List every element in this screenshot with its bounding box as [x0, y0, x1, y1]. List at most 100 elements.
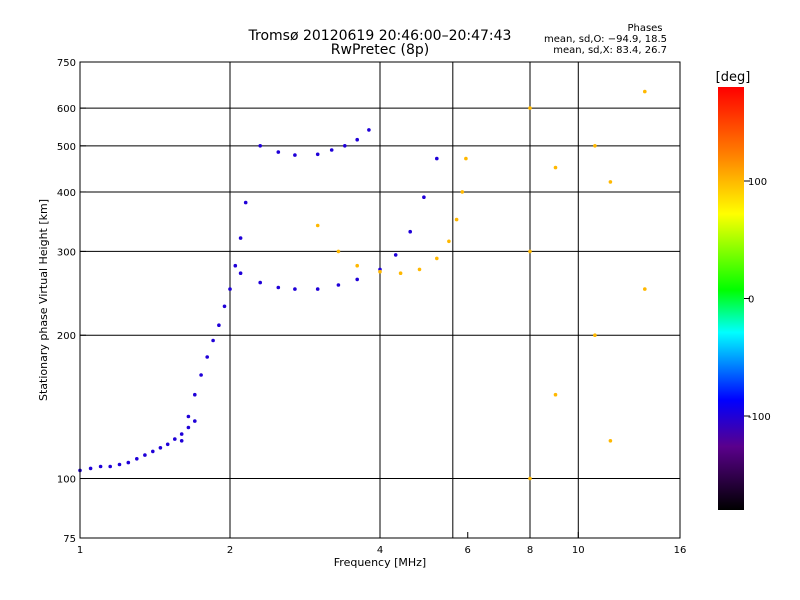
- x-axis-label: Frequency [MHz]: [334, 556, 426, 569]
- data-point: [199, 373, 203, 377]
- data-point: [336, 283, 341, 287]
- data-point: [193, 392, 197, 397]
- data-point: [258, 280, 263, 285]
- data-point: [315, 287, 320, 291]
- data-point: [643, 89, 647, 94]
- y-axis-label: Stationary phase Virtual Height [km]: [37, 199, 50, 401]
- data-point: [276, 285, 281, 290]
- data-point: [417, 267, 422, 272]
- data-point: [238, 271, 243, 276]
- data-point: [355, 263, 360, 268]
- y-ticks: 75 100 200 300 400 500 600 750: [57, 58, 86, 545]
- data-point: [435, 256, 439, 261]
- colorbar: [718, 87, 744, 510]
- data-point: [553, 392, 558, 397]
- data-point: [238, 236, 243, 240]
- y-tick-label: 500: [57, 142, 76, 153]
- data-point: [367, 128, 371, 132]
- data-point: [447, 239, 451, 244]
- data-point: [593, 144, 597, 148]
- data-point: [179, 432, 184, 436]
- stats-heading: Phases: [627, 23, 662, 34]
- data-point: [158, 446, 163, 450]
- data-point: [211, 338, 215, 343]
- data-point: [454, 217, 459, 222]
- y-tick-label: 600: [57, 104, 76, 115]
- data-point: [98, 464, 103, 469]
- scatter-points: [78, 89, 647, 481]
- data-point: [88, 466, 93, 471]
- chart-title-line1: Tromsø 20120619 20:46:00–20:47:43: [248, 28, 512, 44]
- data-point: [276, 150, 281, 154]
- data-point: [343, 144, 347, 148]
- colorbar-ticks: 100 0 -100: [744, 177, 771, 423]
- data-point: [355, 137, 360, 142]
- x-tick-label: 16: [674, 545, 687, 556]
- x-tick-label: 2: [227, 545, 233, 556]
- data-point: [143, 453, 147, 457]
- data-point: [593, 333, 597, 338]
- data-point: [398, 271, 403, 276]
- y-tick-label: 200: [57, 331, 76, 342]
- data-point: [355, 277, 360, 282]
- data-point: [217, 323, 221, 328]
- data-point: [393, 253, 398, 257]
- y-tick-label: 300: [57, 247, 76, 258]
- data-point: [378, 269, 382, 274]
- data-point: [135, 457, 139, 461]
- data-point: [408, 229, 413, 234]
- data-point: [336, 249, 341, 254]
- colorbar-tick-label: -100: [748, 412, 771, 423]
- y-tick-label: 75: [63, 534, 76, 545]
- data-point: [233, 263, 238, 268]
- data-point: [117, 462, 122, 467]
- colorbar-unit: [deg]: [716, 70, 751, 85]
- grid-lines: [80, 62, 680, 538]
- data-point: [193, 419, 197, 423]
- colorbar-tick-label: 100: [748, 177, 767, 188]
- data-point: [643, 287, 647, 291]
- data-point: [222, 304, 227, 309]
- data-point: [464, 156, 468, 161]
- stats-x-mode: mean, sd,X: 83.4, 26.7: [553, 45, 667, 56]
- data-point: [422, 195, 426, 199]
- data-point: [608, 439, 613, 443]
- data-point: [315, 152, 320, 157]
- data-point: [173, 437, 177, 441]
- y-tick-label: 400: [57, 188, 76, 199]
- data-point: [258, 144, 263, 148]
- data-point: [228, 287, 232, 291]
- data-point: [553, 165, 558, 170]
- data-point: [608, 180, 613, 184]
- x-tick-label: 4: [377, 545, 383, 556]
- data-point: [186, 414, 191, 419]
- x-tick-label: 10: [572, 545, 585, 556]
- data-point: [293, 153, 297, 157]
- data-point: [243, 200, 248, 205]
- x-ticks: 1 2 4 6 8 10 16: [77, 532, 687, 556]
- data-point: [186, 425, 191, 430]
- data-point: [151, 449, 155, 454]
- data-point: [108, 464, 112, 469]
- data-point: [329, 148, 334, 152]
- data-point: [165, 442, 170, 447]
- data-point: [435, 156, 439, 161]
- chart-title-line2: RwPretec (8p): [331, 42, 429, 58]
- data-point: [528, 106, 532, 110]
- data-point: [315, 223, 320, 228]
- data-point: [460, 190, 465, 194]
- data-point: [179, 439, 184, 443]
- data-point: [293, 287, 297, 291]
- x-tick-label: 6: [465, 545, 471, 556]
- x-tick-label: 8: [527, 545, 533, 556]
- data-point: [205, 355, 209, 359]
- data-point: [126, 460, 131, 465]
- data-point: [528, 249, 532, 254]
- stats-o-mode: mean, sd,O: −94.9, 18.5: [544, 34, 667, 45]
- y-tick-label: 100: [57, 475, 76, 486]
- x-tick-label: 1: [77, 545, 83, 556]
- y-tick-label: 750: [57, 58, 76, 69]
- colorbar-tick-label: 0: [748, 295, 754, 306]
- data-point: [528, 476, 532, 481]
